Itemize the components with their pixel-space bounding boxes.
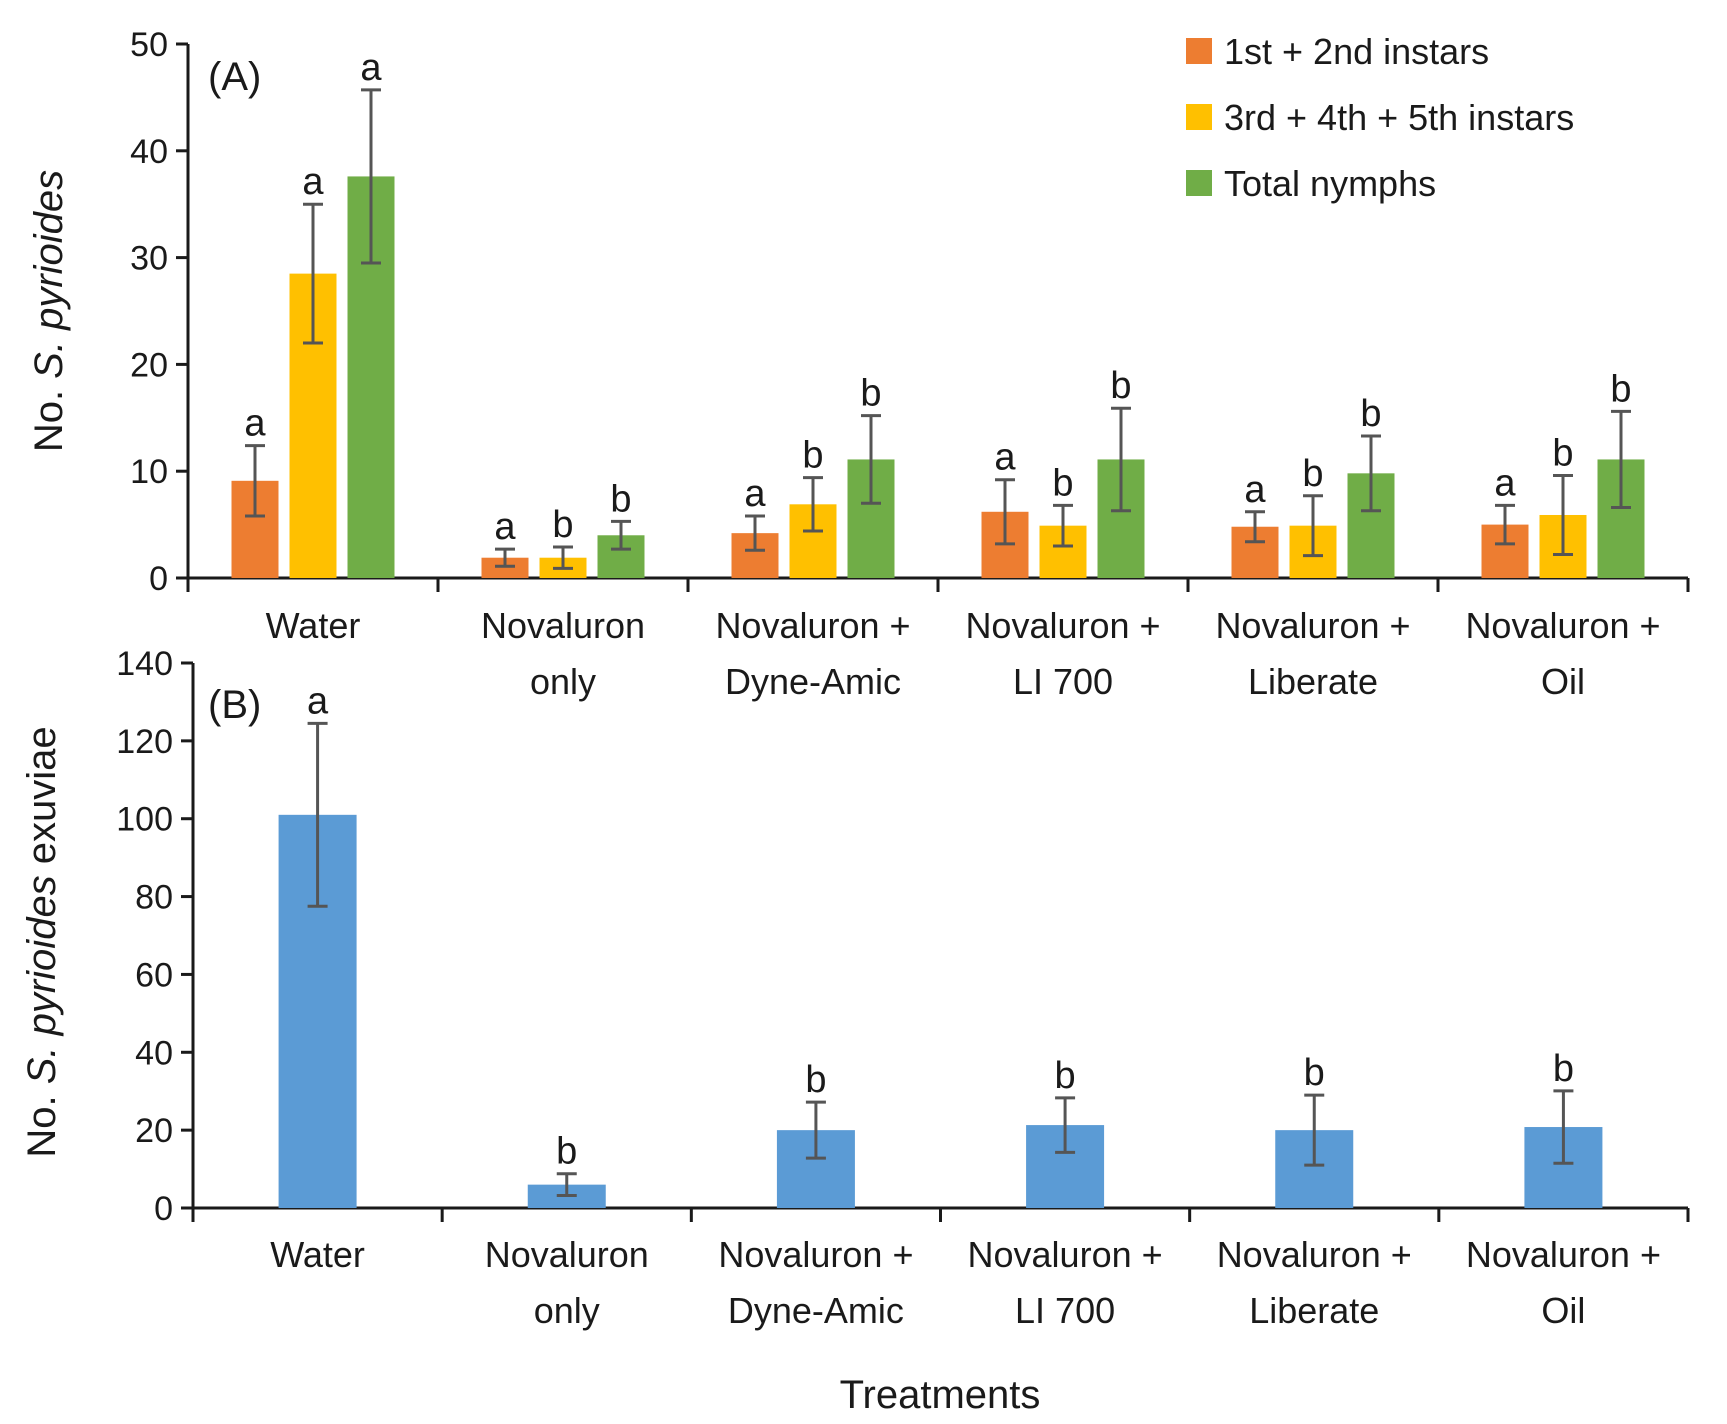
significance-letter: a — [244, 403, 266, 445]
y-axis-title: No. S. pyrioides exuviae — [20, 726, 64, 1157]
y-tick-label: 80 — [135, 879, 173, 917]
panel-b-chart: 0 20 40 60 80 100 120 140 a b b b b b Water Novaluron on… — [20, 645, 1690, 1417]
y-tick-label: 0 — [149, 560, 168, 598]
significance-letter: b — [552, 504, 573, 546]
significance-letter: b — [805, 1059, 826, 1101]
category-label: Liberate — [1248, 661, 1378, 702]
y-tick-label: 20 — [135, 1112, 173, 1150]
significance-letter: a — [1494, 462, 1516, 504]
category-label: Water — [266, 605, 361, 646]
legend-swatch — [1186, 38, 1212, 64]
category-label: Oil — [1541, 661, 1585, 702]
significance-letter: b — [860, 373, 881, 415]
x-axis-title: Treatments — [840, 1373, 1041, 1417]
significance-letter: a — [302, 161, 324, 203]
legend-swatch — [1186, 170, 1212, 196]
y-tick-label: 10 — [130, 453, 168, 491]
y-tick-label: 100 — [116, 801, 173, 839]
category-label: Novaluron — [481, 605, 645, 646]
significance-letter: a — [1244, 469, 1266, 511]
significance-letter: b — [1553, 1048, 1574, 1090]
category-label: Dyne-Amic — [725, 661, 901, 702]
y-tick-label: 0 — [154, 1190, 173, 1228]
significance-letter: a — [994, 437, 1016, 479]
y-tick-label: 140 — [116, 645, 173, 683]
y-tick-label: 40 — [135, 1034, 173, 1072]
significance-letter: a — [307, 680, 329, 722]
category-label: Novaluron + — [968, 1234, 1163, 1275]
y-tick-label: 60 — [135, 956, 173, 994]
significance-letter: a — [494, 506, 516, 548]
category-label: Novaluron — [485, 1234, 649, 1275]
legend-label: 3rd + 4th + 5th instars — [1224, 97, 1574, 138]
category-label: Novaluron + — [715, 605, 910, 646]
y-tick-label: 120 — [116, 723, 173, 761]
significance-letter: b — [556, 1131, 577, 1173]
panel-label: (A) — [208, 55, 261, 99]
legend: 1st + 2nd instars 3rd + 4th + 5th instars… — [1186, 31, 1574, 204]
category-label: Dyne-Amic — [728, 1290, 904, 1331]
significance-letter: b — [1610, 368, 1631, 410]
significance-letter: b — [1304, 1052, 1325, 1094]
panel-label: (B) — [208, 683, 261, 727]
significance-letter: b — [610, 478, 631, 520]
category-label: Oil — [1541, 1290, 1585, 1331]
category-label: only — [530, 661, 596, 702]
significance-letter: b — [1302, 453, 1323, 495]
category-label: Novaluron + — [965, 605, 1160, 646]
y-tick-label: 30 — [130, 240, 168, 278]
bar-a-s0-c1 — [481, 557, 529, 578]
y-tick-label: 20 — [130, 346, 168, 384]
significance-letter: a — [744, 473, 766, 515]
significance-letter: b — [1055, 1055, 1076, 1097]
category-label: Novaluron + — [1465, 605, 1660, 646]
y-axis-title: No. S. pyrioides — [27, 170, 71, 452]
category-label: only — [534, 1290, 600, 1331]
significance-letter: a — [360, 47, 382, 89]
significance-letter: b — [1552, 432, 1573, 474]
legend-label: 1st + 2nd instars — [1224, 31, 1489, 72]
category-label: Novaluron + — [1466, 1234, 1661, 1275]
category-label: Water — [270, 1234, 365, 1275]
legend-swatch — [1186, 104, 1212, 130]
category-label: Novaluron + — [1217, 1234, 1412, 1275]
category-label: Novaluron + — [1215, 605, 1410, 646]
significance-letter: b — [802, 435, 823, 477]
category-label: LI 700 — [1013, 661, 1113, 702]
legend-label: Total nymphs — [1224, 163, 1436, 204]
significance-letter: b — [1360, 393, 1381, 435]
significance-letter: b — [1110, 365, 1131, 407]
category-label: Liberate — [1249, 1290, 1379, 1331]
y-tick-label: 40 — [130, 133, 168, 171]
category-label: Novaluron + — [718, 1234, 913, 1275]
significance-letter: b — [1052, 462, 1073, 504]
y-tick-label: 50 — [130, 26, 168, 64]
category-label: LI 700 — [1015, 1290, 1115, 1331]
